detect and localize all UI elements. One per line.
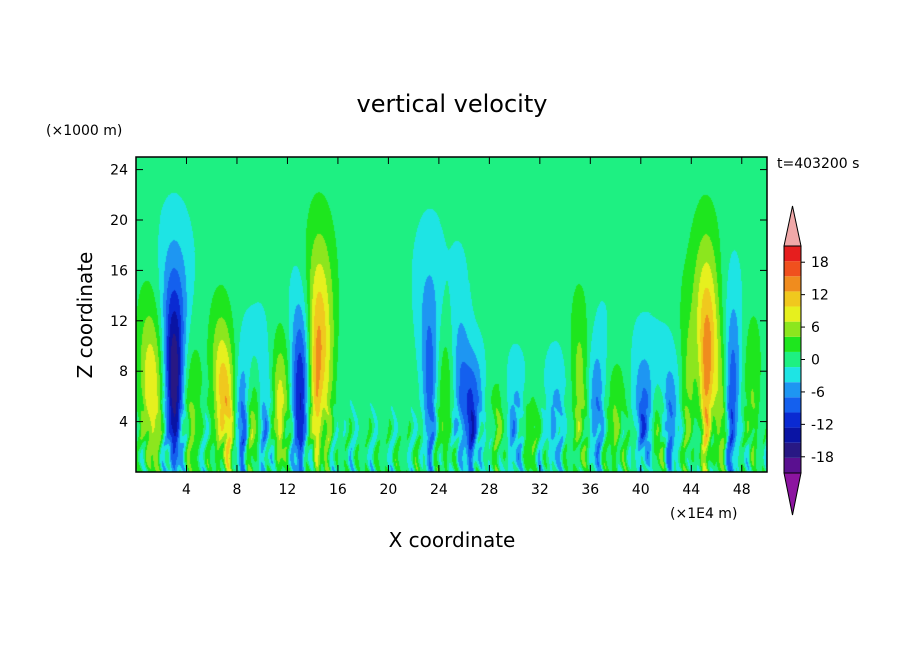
y-axis-label: Z coordinate — [73, 252, 97, 379]
x-tick-label: 36 — [581, 482, 599, 498]
x-tick-label: 20 — [379, 482, 397, 498]
colorbar-segment — [784, 457, 801, 473]
y-tick-label: 16 — [110, 263, 128, 279]
heatmap-field — [136, 157, 767, 472]
colorbar-tick-label: 12 — [811, 288, 829, 304]
colorbar-under-arrow — [783, 472, 802, 516]
colorbar-segment — [784, 276, 801, 292]
y-ticks: 4 8 12 16 20 24 — [110, 163, 767, 431]
x-units-label: (×1E4 m) — [670, 506, 737, 522]
x-tick-label: 28 — [480, 482, 498, 498]
colorbar-segment — [784, 261, 801, 277]
x-tick-label: 32 — [531, 482, 549, 498]
x-tick-label: 48 — [733, 482, 751, 498]
x-tick-label: 40 — [632, 482, 650, 498]
x-axis-label: X coordinate — [389, 528, 516, 552]
y-tick-label: 8 — [119, 364, 128, 380]
x-tick-label: 8 — [232, 482, 241, 498]
x-tick-label: 4 — [182, 482, 191, 498]
y-units-label: (×1000 m) — [46, 123, 122, 139]
colorbar-tick-label: 6 — [811, 320, 820, 336]
colorbar-segment — [784, 291, 801, 307]
x-tick-label: 16 — [329, 482, 347, 498]
y-tick-label: 12 — [110, 314, 128, 330]
y-tick-label: 4 — [119, 415, 128, 431]
colorbar-segment — [784, 306, 801, 322]
colorbar-segment — [784, 397, 801, 413]
colorbar-segment — [784, 336, 801, 352]
colorbar: -18 -12 -6 0 6 12 18 — [783, 205, 834, 516]
x-tick-label: 24 — [430, 482, 448, 498]
colorbar-tick-label: 0 — [811, 353, 820, 369]
colorbar-tick-label: -12 — [811, 417, 834, 433]
colorbar-over-arrow — [783, 205, 802, 247]
colorbar-tick-label: 18 — [811, 255, 829, 271]
x-tick-label: 44 — [682, 482, 700, 498]
x-tick-label: 12 — [279, 482, 297, 498]
colorbar-tick-label: -18 — [811, 450, 834, 466]
colorbar-segment — [784, 427, 801, 443]
colorbar-segment — [784, 321, 801, 337]
colorbar-tick-label: -6 — [811, 385, 825, 401]
x-ticks: 4 8 12 16 20 24 28 32 36 40 44 48 — [182, 157, 751, 498]
colorbar-segment — [784, 412, 801, 428]
colorbar-segment — [784, 382, 801, 398]
y-tick-label: 24 — [110, 163, 128, 179]
colorbar-segment — [784, 351, 801, 368]
colorbar-segment — [784, 367, 801, 383]
time-label: t=403200 s — [777, 156, 859, 172]
chart-title: vertical velocity — [357, 90, 548, 118]
colorbar-segment — [784, 442, 801, 458]
y-tick-label: 20 — [110, 213, 128, 229]
colorbar-segment — [784, 246, 801, 262]
plot-frame — [135, 156, 768, 473]
